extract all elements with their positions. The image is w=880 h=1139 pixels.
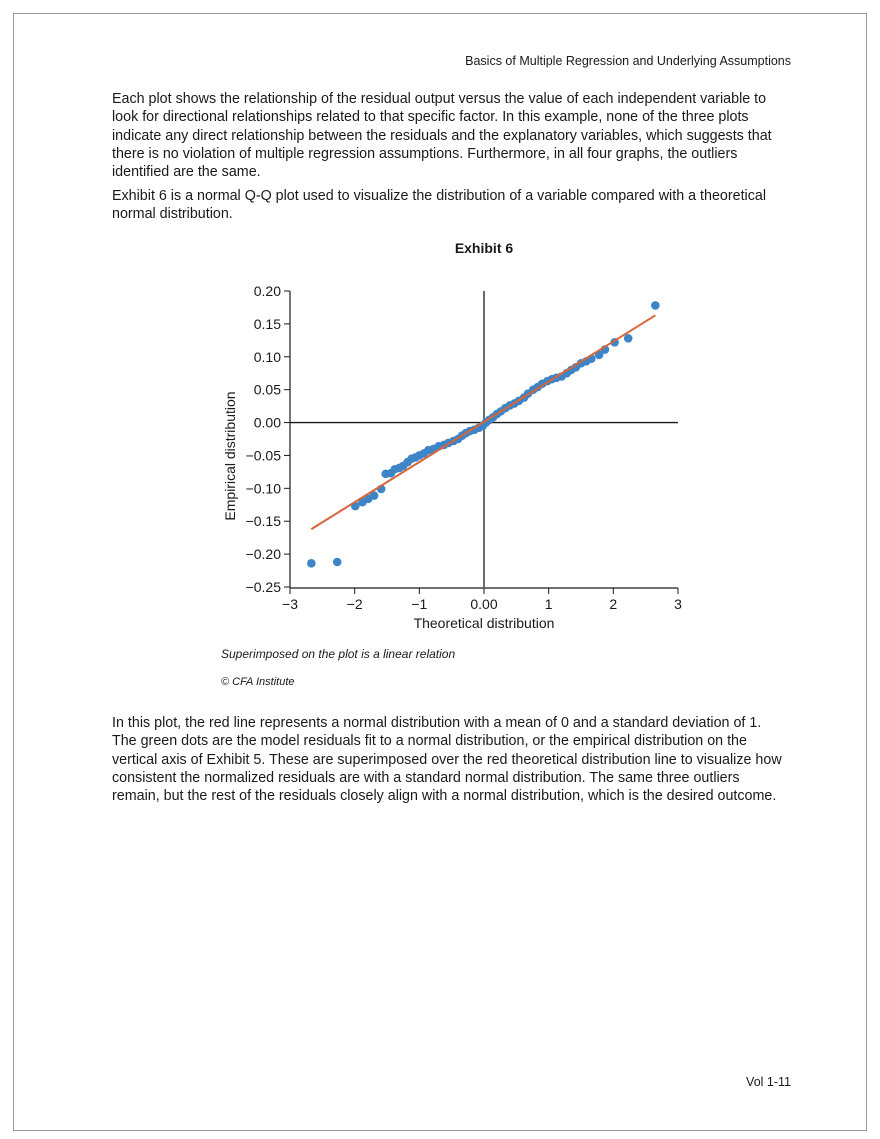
page-number: Vol 1-11 xyxy=(746,1075,791,1089)
x-tick-label: −3 xyxy=(282,596,298,612)
y-tick-label: −0.05 xyxy=(246,447,282,463)
x-axis-label: Theoretical distribution xyxy=(414,615,555,631)
paragraph-residual-plots: Each plot shows the relationship of the … xyxy=(112,91,772,181)
data-point xyxy=(307,559,316,568)
x-tick-label: −2 xyxy=(347,596,363,612)
x-tick-label: 3 xyxy=(674,596,682,612)
qq-plot: 0.20 0.15 0.10 0.05 0.00 −0.05 −0.10 −0.15 −0.20… xyxy=(222,283,682,631)
x-tick-label: 1 xyxy=(545,596,553,612)
y-tick-label: −0.10 xyxy=(246,480,282,496)
y-tick-label: −0.25 xyxy=(246,579,282,595)
y-tick-label: 0.20 xyxy=(254,283,281,299)
data-point xyxy=(369,491,379,500)
page-border xyxy=(13,13,867,1131)
running-header: Basics of Multiple Regression and Underl… xyxy=(465,54,791,68)
y-tick-label: 0.10 xyxy=(254,349,281,365)
y-tick-label: −0.15 xyxy=(246,513,282,529)
fit-line xyxy=(310,314,656,530)
x-tick-label: 2 xyxy=(609,596,617,612)
y-tick-label: 0.00 xyxy=(254,415,281,431)
y-tick-label: 0.15 xyxy=(254,316,281,332)
exhibit-note: Superimposed on the plot is a linear rel… xyxy=(221,647,456,661)
data-point xyxy=(332,557,342,567)
x-tick-label: 0.00 xyxy=(470,596,497,612)
paragraph-interpretation: In this plot, the red line represents a … xyxy=(112,715,782,805)
data-point xyxy=(651,301,660,310)
exhibit-title: Exhibit 6 xyxy=(454,240,514,256)
exhibit-source: © CFA Institute xyxy=(221,676,295,688)
y-axis-label: Empirical distribution xyxy=(222,391,238,520)
x-tick-label: −1 xyxy=(411,596,427,612)
y-tick-label: −0.20 xyxy=(246,546,282,562)
paragraph-exhibit-intro: Exhibit 6 is a normal Q-Q plot used to v… xyxy=(112,188,767,223)
y-tick-label: 0.05 xyxy=(254,382,281,398)
data-point xyxy=(623,334,633,343)
